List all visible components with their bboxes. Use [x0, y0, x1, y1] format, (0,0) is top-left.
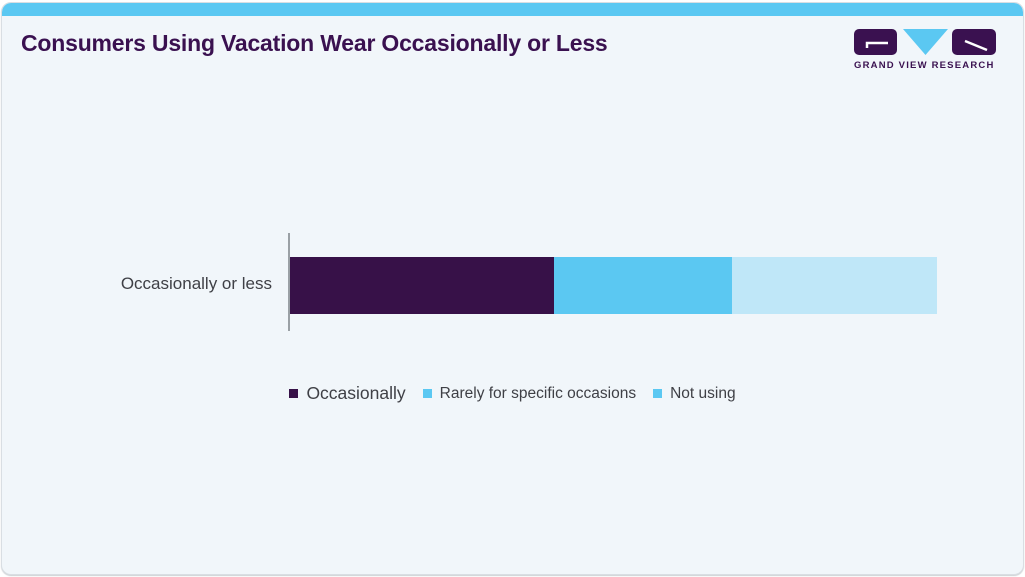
legend-item-rarely-for-specific-occasions: Rarely for specific occasions [422, 384, 637, 403]
category-label: Occasionally or less [120, 274, 272, 293]
legend-marker-not-using [653, 389, 663, 398]
bar-track [290, 257, 937, 314]
legend-marker-rarely-for-specific-occasions [422, 389, 432, 398]
top-accent-bar [2, 3, 1023, 16]
gvr-logo-icon [854, 29, 996, 55]
page-title: Consumers Using Vacation Wear Occasional… [21, 30, 608, 56]
gvr-logo: GRAND VIEW RESEARCH [854, 29, 996, 71]
legend-label: Not using [670, 384, 736, 402]
legend-label: Rarely for specific occasions [439, 384, 637, 402]
y-axis-line [288, 233, 290, 331]
legend-item-not-using: Not using [653, 384, 736, 403]
bar-segment-rarely-for-specific-occasions [553, 257, 732, 314]
bar-segment-not-using [731, 257, 937, 314]
legend-item-occasionally: Occasionally [289, 383, 406, 404]
legend-label: Occasionally [306, 383, 406, 403]
legend: Occasionally Rarely for specific occasion… [2, 383, 1023, 404]
bar-segment-occasionally [290, 257, 554, 314]
legend-marker-occasionally [289, 389, 299, 398]
gvr-logo-wordmark: GRAND VIEW RESEARCH [854, 60, 995, 71]
